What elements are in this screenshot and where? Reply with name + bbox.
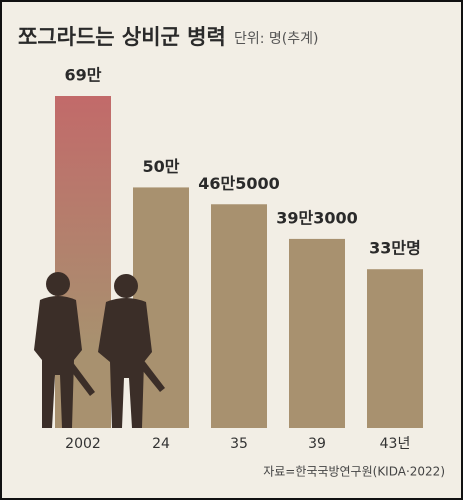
value-label: 39만3000 xyxy=(276,208,358,227)
x-tick-label: 39 xyxy=(308,436,326,452)
bar xyxy=(367,269,423,428)
x-tick-label: 24 xyxy=(152,436,170,452)
value-label: 46만5000 xyxy=(198,174,280,193)
bar xyxy=(211,204,267,428)
x-tick-label: 43년 xyxy=(380,436,411,452)
chart-title: 쪼그라드는 상비군 병력 xyxy=(18,25,226,49)
x-tick-label: 2002 xyxy=(65,436,101,452)
value-label: 50만 xyxy=(143,157,180,176)
value-label: 33만명 xyxy=(369,239,421,258)
value-label: 69만 xyxy=(65,66,102,85)
soldier-silhouettes xyxy=(34,272,165,428)
source: 자료=한국국방연구원(KIDA·2022) xyxy=(263,465,445,479)
x-tick-label: 35 xyxy=(230,436,248,452)
chart-subtitle: 단위: 명(추계) xyxy=(234,31,319,47)
bar xyxy=(289,238,345,428)
